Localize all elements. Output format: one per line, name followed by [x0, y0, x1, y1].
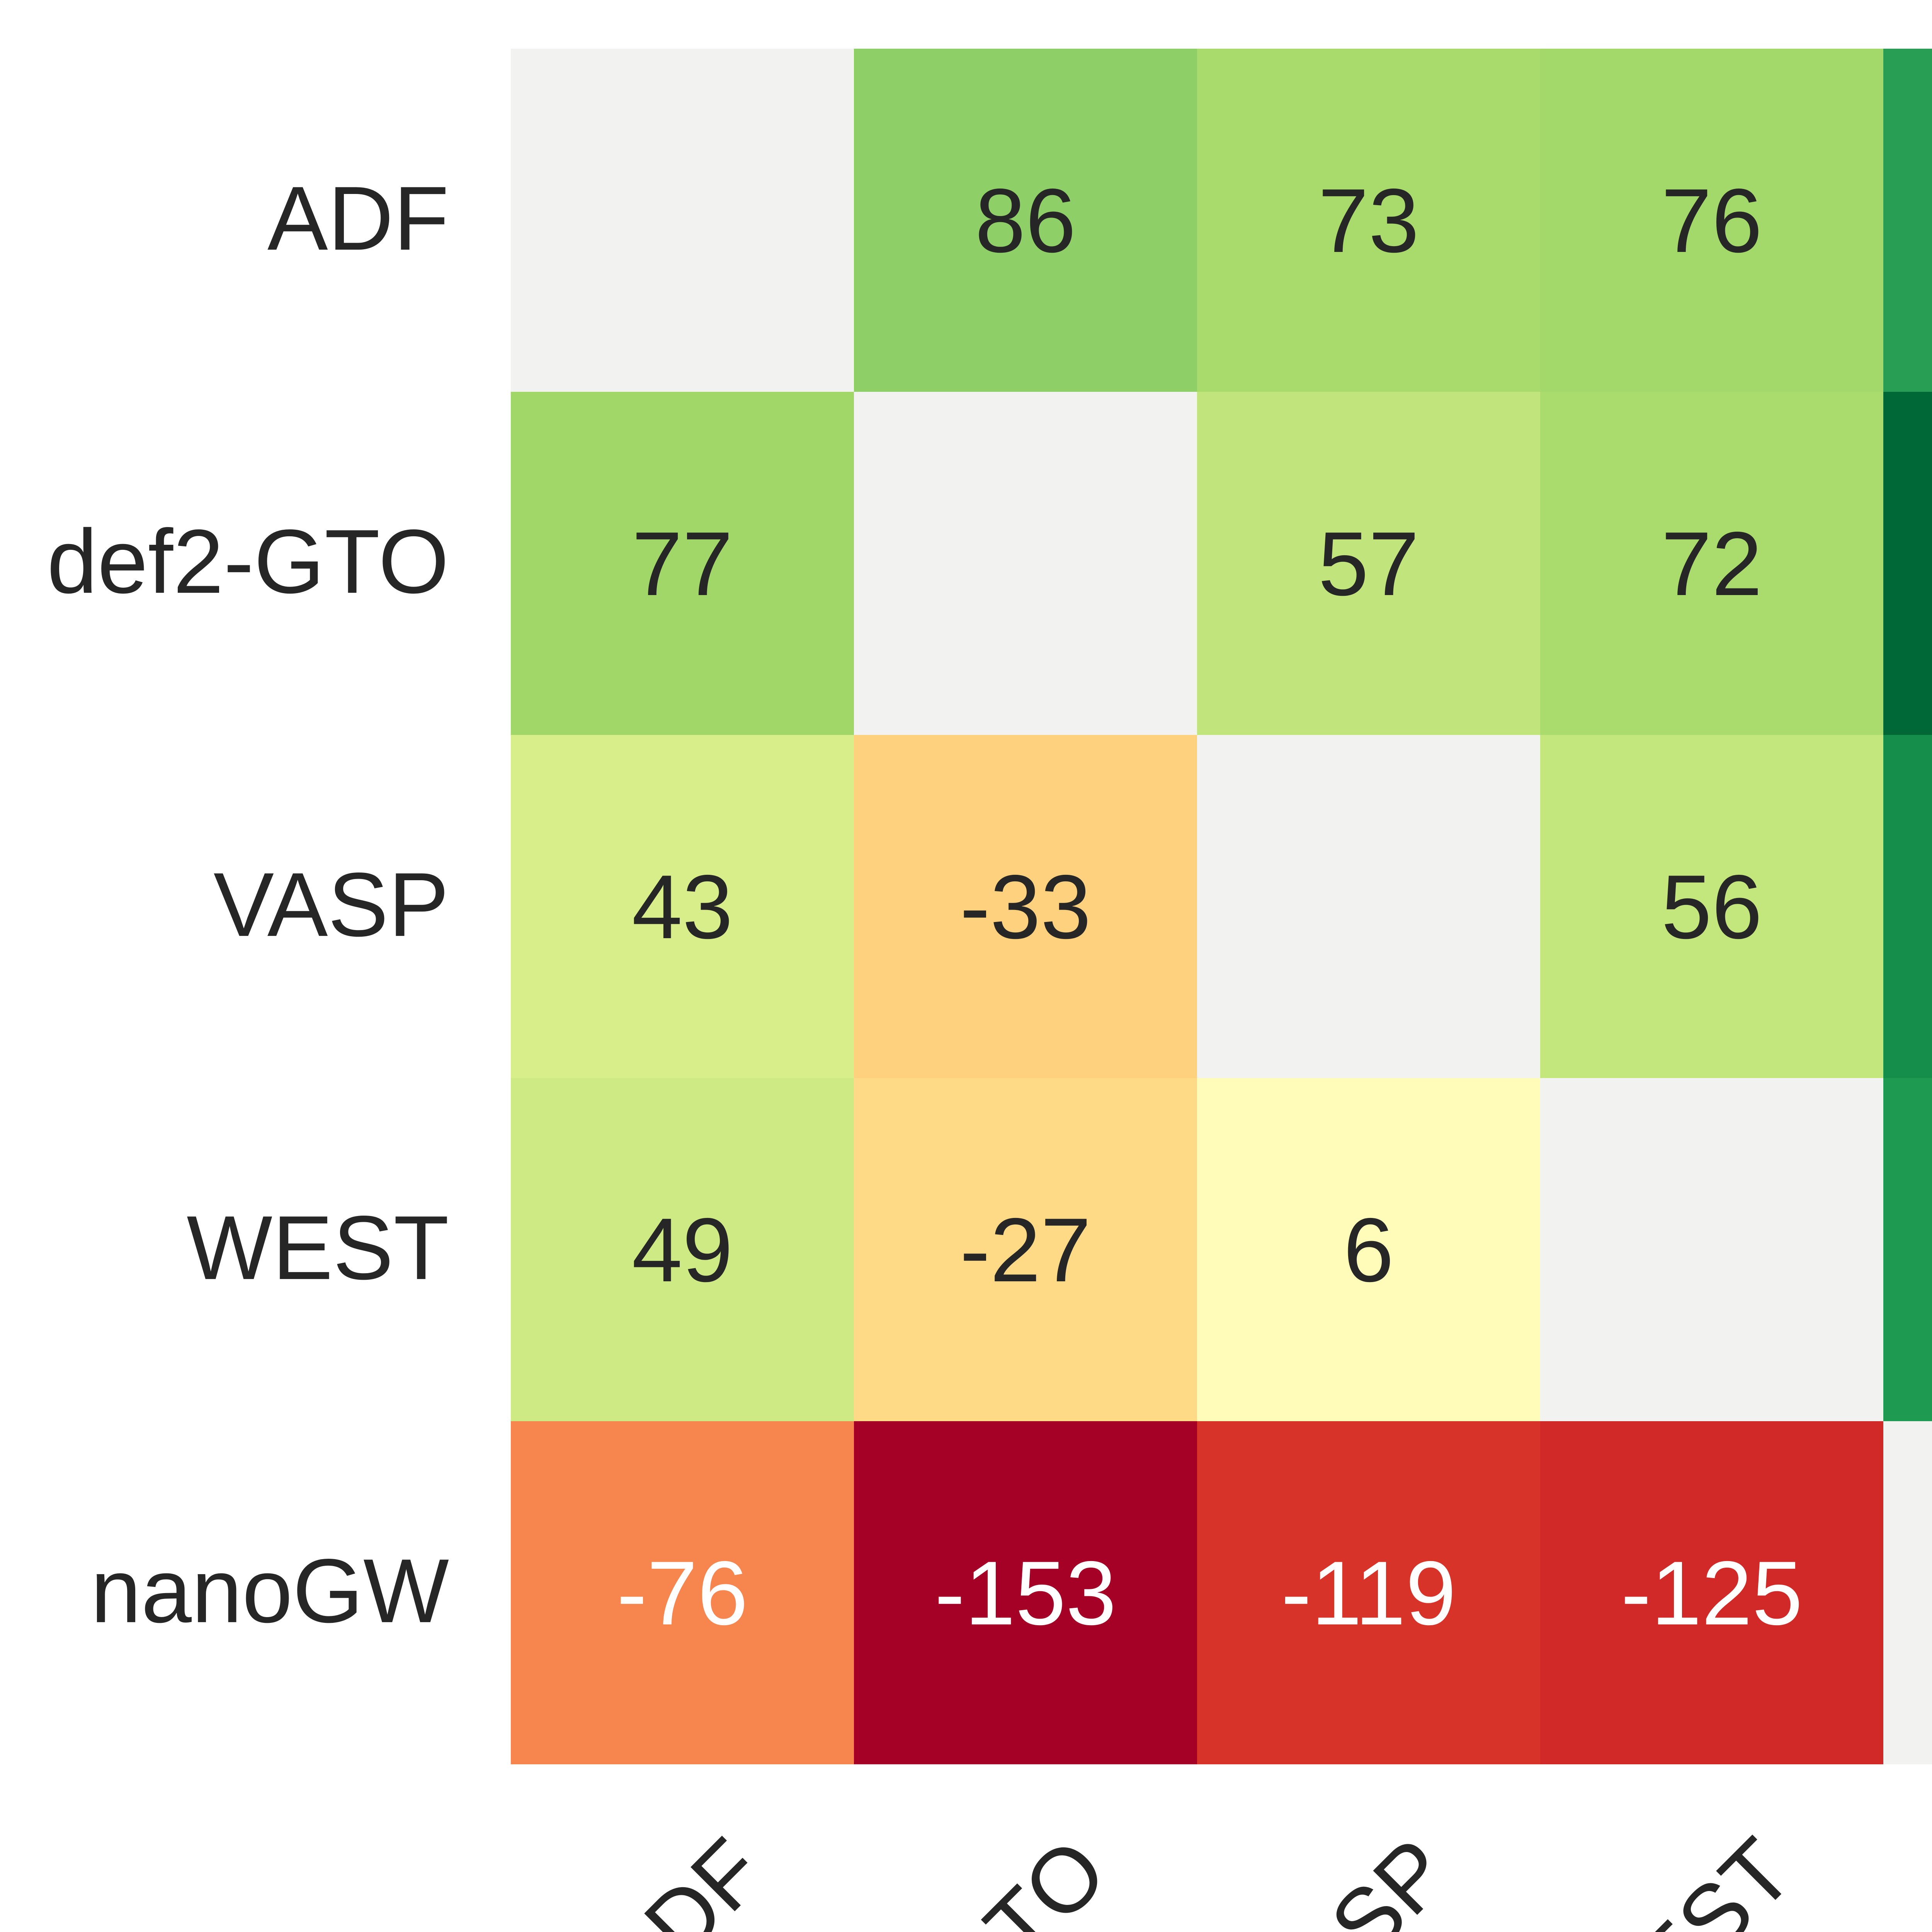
cell-value: 73 [1318, 169, 1419, 271]
cell-value: 77 [632, 512, 733, 614]
x-tick-label-ADF: ADF [582, 1819, 782, 1932]
y-tick-label-ADF: ADF [267, 167, 449, 269]
heatmap-cell-ADF-def2-GTO: 86 [854, 49, 1197, 392]
cell-value: 56 [1661, 855, 1762, 957]
heatmap-cell-VASP-nanoGW: 146 [1883, 735, 1932, 1078]
heatmap-cell-ADF-ADF [511, 49, 854, 392]
heatmap-cell-ADF-VASP: 73 [1197, 49, 1540, 392]
heatmap-cell-VASP-ADF: 43 [511, 735, 854, 1078]
heatmap-cell-VASP-def2-GTO: -33 [854, 735, 1197, 1078]
y-tick-label-def2-GTO: def2-GTO [47, 510, 449, 612]
x-tick-label-nanoGW: nanoGW [1828, 1818, 1932, 1932]
cell-value: 57 [1318, 512, 1419, 614]
cell-value: 76 [1661, 169, 1762, 271]
heatmap-cell-VASP-VASP [1197, 735, 1540, 1078]
heatmap-cell-nanoGW-ADF: -76 [511, 1421, 854, 1764]
heatmap-cell-WEST-VASP: 6 [1197, 1078, 1540, 1421]
heatmap-cell-nanoGW-VASP: -119 [1197, 1421, 1540, 1764]
heatmap-cell-def2-GTO-VASP: 57 [1197, 392, 1540, 735]
heatmap-cell-WEST-ADF: 49 [511, 1078, 854, 1421]
y-tick-label-WEST: WEST [187, 1197, 449, 1299]
x-tick-label-VASP: VASP [1229, 1818, 1470, 1932]
heatmap-cell-ADF-nanoGW: 134 [1883, 49, 1932, 392]
x-tick-label-WEST: WEST [1553, 1818, 1813, 1932]
heatmap-cell-WEST-def2-GTO: -27 [854, 1078, 1197, 1421]
cell-value: -27 [960, 1199, 1091, 1301]
cell-value: 49 [632, 1199, 733, 1301]
cell-value: -153 [934, 1542, 1117, 1644]
heatmap-cell-def2-GTO-nanoGW: 172 [1883, 392, 1932, 735]
heatmap-cell-nanoGW-def2-GTO: -153 [854, 1421, 1197, 1764]
cell-value: 86 [975, 169, 1076, 271]
heatmap-cell-def2-GTO-def2-GTO [854, 392, 1197, 735]
cell-value: -33 [960, 855, 1091, 957]
y-tick-label-nanoGW: nanoGW [90, 1540, 449, 1642]
heatmap-grid: 86 73 76 134 77 57 72 172 43 -33 56 146 49 -27 6 138 -76… [511, 49, 1932, 1764]
cell-value: 6 [1343, 1199, 1394, 1301]
heatmap-cell-def2-GTO-ADF: 77 [511, 392, 854, 735]
cell-value: 43 [632, 855, 733, 957]
cell-value: -76 [617, 1542, 748, 1644]
cell-value: -119 [1281, 1542, 1456, 1644]
heatmap-cell-nanoGW-WEST: -125 [1540, 1421, 1883, 1764]
heatmap-cell-nanoGW-nanoGW [1883, 1421, 1932, 1764]
cell-value: -125 [1621, 1542, 1803, 1644]
heatmap-cell-WEST-nanoGW: 138 [1883, 1078, 1932, 1421]
heatmap-cell-ADF-WEST: 76 [1540, 49, 1883, 392]
heatmap-cell-def2-GTO-WEST: 72 [1540, 392, 1883, 735]
heatmap-cell-WEST-WEST [1540, 1078, 1883, 1421]
heatmap-cell-VASP-WEST: 56 [1540, 735, 1883, 1078]
cell-value: 72 [1661, 512, 1762, 614]
y-tick-label-VASP: VASP [213, 854, 449, 956]
x-tick-label-def2-GTO: def2-GTO [768, 1818, 1126, 1932]
